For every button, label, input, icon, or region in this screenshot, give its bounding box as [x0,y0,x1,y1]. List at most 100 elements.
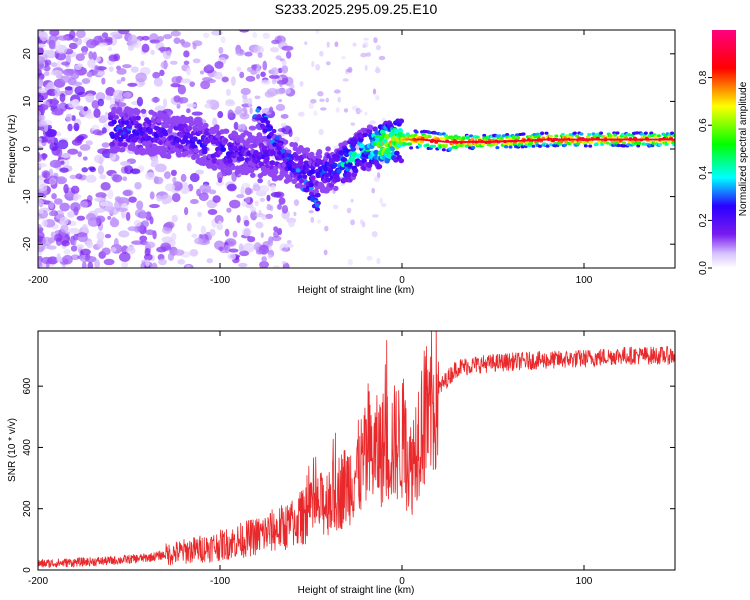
spectrogram-noise-cell [347,258,353,266]
spectrogram-noise-cell [200,80,211,90]
spectrogram-noise-cell [316,219,322,224]
spectrogram-ridge-cell [637,141,642,146]
spectrogram-noise-cell [223,244,231,254]
spectrogram-noise-cell [352,42,357,47]
spectrogram-noise-cell [252,32,258,39]
spectrogram-noise-cell [273,231,277,237]
spectrogram-noise-cell [373,37,378,44]
spectrogram-ridge-cell [113,114,120,120]
spectrogram-noise-cell [205,64,213,71]
spectrogram-ridge-cell [194,153,200,159]
spectrogram-noise-cell [86,38,97,49]
spectrogram-noise-cell [127,226,138,232]
spectrogram-ridge-cell [111,119,117,125]
spectrogram-noise-cell [89,167,96,173]
spectrogram-noise-cell [318,128,324,136]
spectrogram-noise-cell [70,185,80,194]
spectrogram-ridge-cell [173,125,180,131]
spectrogram-noise-cell [247,236,256,243]
spectrogram-noise-cell [163,171,171,180]
spectrogram-noise-cell [122,190,132,197]
spectrogram-ridge-cell [176,152,183,158]
spectrogram-noise-cell [280,114,289,119]
spectrogram-noise-cell [274,191,285,198]
spectrogram-noise-cell [61,240,70,247]
spectrogram-ridge-cell [272,165,279,171]
spectrogram-ridge-cell [314,203,320,208]
spectrogram-noise-cell [55,52,67,61]
spectrogram-noise-cell [238,243,244,252]
spectrogram-ridge-cell [299,179,305,184]
spectrogram-ridge-cell [352,167,359,174]
spectrogram-ridge-cell [316,148,323,155]
spectrogram-ridge-cell [627,133,632,137]
spectrogram-noise-cell [171,192,181,203]
spectrogram-noise-cell [158,47,170,52]
spectrogram-ridge-cell [136,123,142,129]
spectrogram-ridge-cell [313,188,319,194]
spectrogram-noise-cell [359,219,364,225]
spectrogram-ridge-cell [223,128,230,134]
spectrogram-noise-cell [77,151,82,158]
spectrogram-noise-cell [56,131,62,137]
spectrogram-noise-cell [70,81,83,87]
spectrogram-ridge-cell [533,135,538,139]
spectrogram-noise-cell [50,231,56,239]
spectrogram-ridge-cell [359,143,365,149]
spectrogram-noise-cell [149,39,161,44]
spectrogram-ridge-cell [178,132,185,138]
spectrogram-noise-cell [238,262,248,268]
spectrogram-ridge-cell [650,144,655,148]
spectrogram-noise-cell [50,70,63,76]
spectrogram-noise-cell [41,170,51,179]
spectrogram-noise-cell [244,51,253,57]
spectrogram-ridge-cell [469,143,474,147]
spectrogram-noise-cell [93,154,105,164]
spectrogram-noise-cell [245,196,251,204]
spectrogram-ridge-cell [397,131,403,138]
spectrogram-noise-cell [45,128,57,138]
spectrogram-noise-cell [266,194,271,202]
spectrogram-noise-cell [197,211,202,218]
spectrogram-noise-cell [178,96,189,104]
spectrogram-noise-cell [365,52,372,57]
spectrogram-ridge-cell [244,143,251,149]
figure-title: S233.2025.295.09.25.E10 [275,1,438,17]
spectrogram-ridge-cell [205,138,211,144]
spectrogram-y-tick-label: 20 [22,48,33,60]
spectrogram-noise-cell [315,63,321,71]
spectrogram-ridge-cell [262,128,268,134]
spectrogram-noise-cell [68,227,80,234]
spectrogram-noise-cell [310,216,315,223]
spectrogram-noise-cell [160,242,172,251]
spectrogram-ridge-cell [347,162,353,168]
spectrogram-noise-cell [281,125,292,135]
spectrogram-noise-cell [346,69,351,73]
spectrogram-noise-cell [186,222,192,232]
spectrogram-ridge-cell [666,140,671,144]
spectrogram-noise-cell [202,32,210,39]
spectrogram-noise-cell [276,79,288,85]
spectrogram-ridge-cell [220,168,227,174]
spectrogram-noise-cell [49,159,62,169]
spectrogram-noise-cell [94,197,105,202]
spectrogram-noise-cell [228,248,239,253]
spectrogram-ridge-cell [432,144,437,148]
spectrogram-noise-cell [227,109,234,118]
spectrogram-ridge-cell [636,144,641,148]
spectrogram-ridge-cell [373,149,379,155]
spectrogram-noise-cell [38,43,46,48]
spectrogram-noise-cell [51,109,64,116]
spectrogram-x-tick-label: 0 [399,275,405,286]
spectrogram-noise-cell [85,113,96,119]
spectrogram-ridge-cell [531,144,536,148]
spectrogram-noise-cell [227,253,236,260]
spectrogram-ridge-cell [544,131,549,135]
spectrogram-noise-cell [170,83,181,88]
spectrogram-x-tick-label: 100 [576,275,593,286]
spectrogram-ridge-cell [302,174,308,179]
spectrogram-ridge-cell [266,126,272,132]
spectrogram-ridge-cell [286,153,292,158]
spectrogram-noise-cell [206,78,216,84]
spectrogram-noise-cell [38,94,45,102]
